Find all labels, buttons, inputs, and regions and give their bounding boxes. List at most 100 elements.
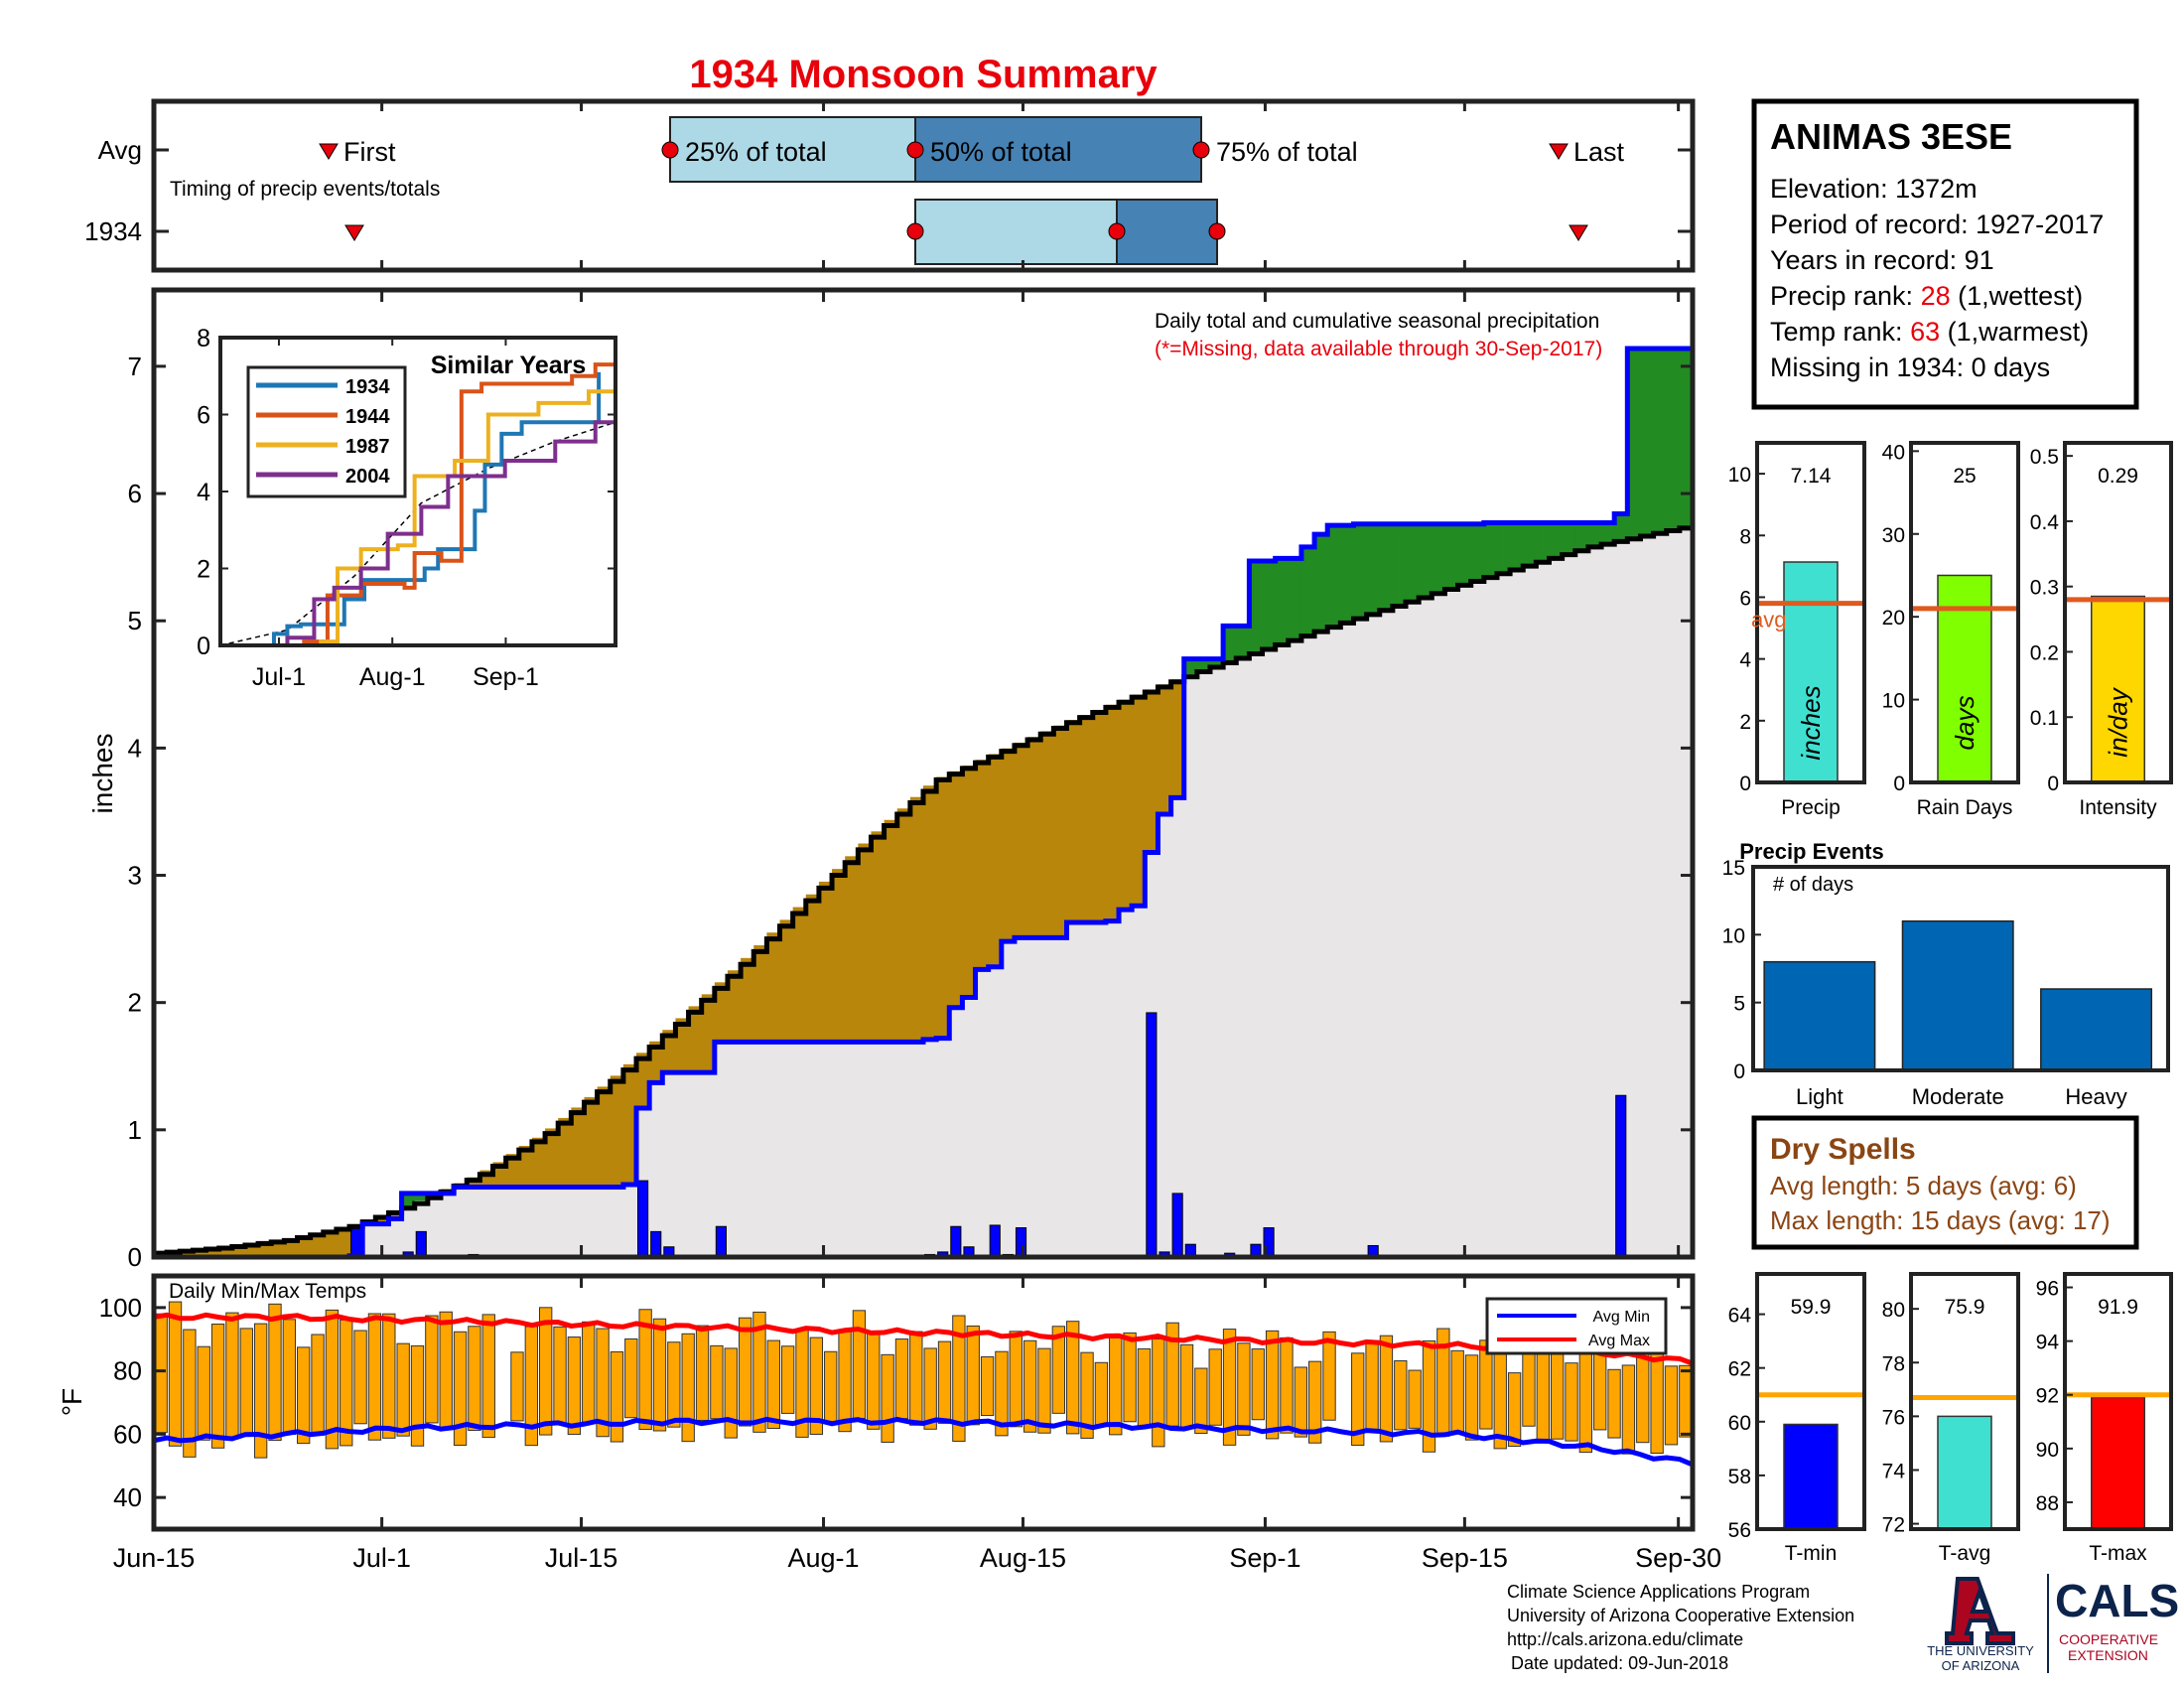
cumulative-base-fill [505,1187,520,1257]
below-avg-fill [1027,737,1041,938]
daily-temp-range-bar [780,1345,795,1414]
precip-rank-value: 28 [1921,281,1951,311]
cumulative-base-fill [1549,556,1564,1257]
station-years: Years in record: 91 [1770,245,1994,275]
above-avg-fill [1379,523,1394,609]
summary-bar-2 [2091,1396,2145,1530]
daily-temp-range-bar [638,1309,652,1431]
daily-temp-range-bar [894,1338,909,1420]
missing-data-note: (*=Missing, data available through 30-Se… [1155,338,1602,360]
temp-y-tick-label: 80 [113,1356,142,1386]
above-avg-fill [1562,522,1576,553]
station-missing: Missing in 1934: 0 days [1770,352,2050,382]
precip-event-bar-light [1763,960,1876,1071]
university-of-arizona-logo: THE UNIVERSITY OF ARIZONA [1927,1577,2034,1673]
daily-temp-range-bar [1251,1348,1265,1421]
precip-events-y-tick-label: 15 [1722,857,1745,880]
temp-rank-prefix: Temp rank: [1770,317,1910,347]
p75-label: 75% of total [1216,137,1358,167]
daily-temp-range-bar [1051,1326,1066,1414]
summary-y-tick-label: 0 [1739,773,1751,795]
below-avg-fill [193,1249,207,1257]
cumulative-base-fill [454,1187,468,1257]
inset-avg-line [219,421,616,646]
precip-event-category-label: Moderate [1912,1084,2004,1109]
cumulative-base-fill [440,1193,455,1257]
below-avg-fill [271,1241,285,1257]
p25-label: 25% of total [685,137,827,167]
below-avg-fill [1066,720,1081,922]
cumulative-base-fill [662,1072,677,1257]
cumulative-base-fill [779,1042,794,1257]
above-avg-fill [1523,522,1537,565]
daily-temp-range-bar [453,1331,468,1447]
cumulative-base-fill [1183,674,1198,1257]
cumulative-base-fill [1092,921,1107,1257]
footer-line-1: Climate Science Applications Program [1507,1582,1810,1602]
footer: Climate Science Applications Program Uni… [1507,1574,2179,1673]
cumulative-base-fill [949,1007,964,1257]
summary-y-tick-label: 0 [2047,773,2059,795]
summary-y-tick-label: 10 [1882,690,1905,713]
above-avg-fill [1327,525,1341,626]
daily-temp-range-bar [197,1345,210,1441]
summary-y-tick-label: 62 [1728,1358,1751,1381]
daily-temp-range-bar [539,1307,553,1436]
timing-caption: Timing of precip events/totals [170,178,440,201]
temp-chart-label: Daily Min/Max Temps [169,1280,366,1303]
precip-events-y-tick-label: 5 [1733,993,1745,1016]
cumulative-base-fill [597,1187,612,1257]
timing-panel-frame [151,98,1696,273]
daily-temp-range-bar [995,1350,1009,1437]
precip-events-ylabel: # of days [1773,874,1853,896]
below-avg-fill [584,1096,599,1188]
summary-y-tick-label: 0.2 [2030,641,2059,664]
temp-chart-ylabel: °F [57,1388,87,1416]
cumulative-base-fill [375,1223,390,1257]
above-avg-fill [1249,560,1264,652]
inset-x-tick-label: Aug-1 [359,663,426,691]
cumulative-base-fill [975,969,990,1257]
temp-summary-bars: 56 58 60 62 64 59.9 T-min 72 74 76 78 80 75.9 T-avg 88… [1728,1272,2173,1565]
below-avg-fill [714,982,729,1043]
daily-temp-range-bar [824,1350,838,1423]
below-avg-fill [622,1063,637,1185]
above-avg-fill [1340,525,1355,622]
below-avg-fill [649,1041,663,1083]
daily-temp-range-bar [282,1319,297,1436]
daily-temp-range-bar [838,1329,852,1433]
ua-logo-line-2: OF ARIZONA [1942,1658,2020,1673]
daily-temp-range-bar [325,1309,340,1450]
cumulative-base-fill [805,1042,820,1257]
ua-a-mark-icon [1945,1577,2015,1645]
precip-events-bars [1763,919,2153,1071]
below-avg-fill [909,796,924,1043]
summary-y-tick-label: 80 [1882,1299,1905,1322]
cumulative-base-fill [1419,595,1433,1257]
summary-y-tick-label: 60 [1728,1412,1751,1435]
daily-temp-range-bar [1408,1369,1422,1429]
daily-temp-range-bar [1023,1339,1037,1433]
summary-y-tick-label: 2 [1739,711,1751,734]
precip-events-axes: Light Moderate Heavy 0 5 10 15 [1722,857,2127,1109]
footer-line-3: http://cals.arizona.edu/climate [1507,1629,1743,1649]
below-avg-fill [205,1248,220,1257]
daily-temp-range-bar [468,1326,481,1431]
first-label: First [343,137,396,167]
below-avg-fill [975,760,990,970]
daily-temp-range-bar [1550,1342,1565,1440]
daily-temp-range-bar [1565,1362,1578,1442]
cumulative-base-fill [1379,608,1394,1257]
below-avg-fill [988,754,1003,967]
below-avg-fill [949,771,964,1008]
daily-temp-range-bar [396,1342,410,1437]
cumulative-base-fill [884,1042,898,1257]
cumulative-base-fill [622,1184,637,1257]
inset-x-tick-label: Sep-1 [473,663,539,691]
inset-axes: 0 2 4 6 8 Jul-1 Aug-1 Sep-1 [197,325,615,691]
summary-label: Precip [1781,796,1841,819]
cumulative-base-fill [1196,669,1211,1257]
station-name: ANIMAS 3ESE [1770,116,2012,157]
daily-temp-range-bar [695,1325,710,1421]
daily-precip-bar [1171,1193,1183,1258]
